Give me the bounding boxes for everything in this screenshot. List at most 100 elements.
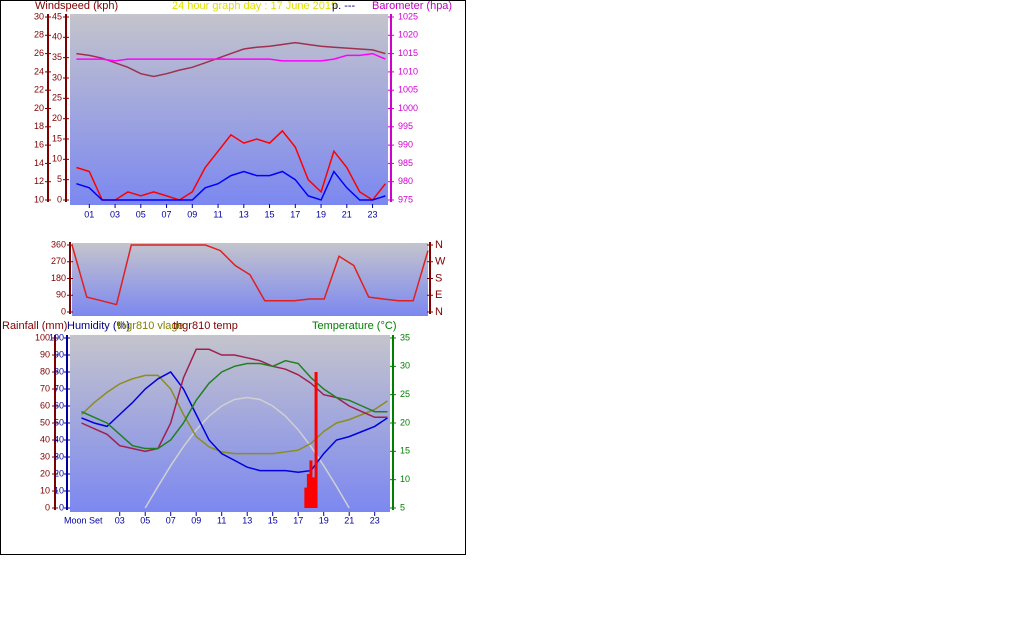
y-tick-label: 24 [34, 66, 44, 76]
series-line [81, 359, 388, 450]
series-line [76, 41, 386, 78]
series-line [71, 244, 429, 306]
y-tick-label: N [435, 306, 443, 318]
y-tick-label: 5 [400, 502, 405, 512]
y-tick-label: E [435, 289, 442, 301]
y-tick-label: 30 [52, 72, 62, 82]
y-tick-label: 80 [54, 366, 64, 376]
bar [312, 477, 316, 508]
x-tick-label: 11 [213, 209, 222, 219]
y-tick-label: 90 [56, 290, 66, 300]
y-tick-label: 18 [34, 121, 44, 131]
x-tick-label: 23 [370, 515, 380, 525]
y-tick-label: 14 [34, 158, 44, 168]
bar [314, 372, 318, 508]
x-tick-label: 05 [140, 515, 150, 525]
y-tick-label: 180 [51, 273, 66, 283]
y-axis-label: Windspeed (kph) [35, 0, 118, 12]
bar [304, 487, 308, 508]
y-tick-label: 45 [52, 11, 62, 21]
bar [309, 460, 313, 508]
y-tick-label: 70 [40, 383, 50, 393]
y-tick-label: 1005 [398, 85, 418, 95]
y-tick-label: 1025 [398, 11, 418, 21]
y-tick-label: 100 [49, 332, 64, 342]
y-tick-label: 1000 [398, 103, 418, 113]
y-tick-label: 10 [52, 154, 62, 164]
y-tick-label: 0 [57, 194, 62, 204]
y-tick-label: 100 [35, 332, 50, 342]
y-tick-label: 70 [54, 383, 64, 393]
x-tick-label: 21 [344, 515, 354, 525]
y-tick-label: 30 [400, 361, 410, 371]
y-tick-label: 0 [59, 502, 64, 512]
x-tick-label: 09 [187, 209, 197, 219]
series-label: thgr810 vlage [117, 320, 184, 332]
y-tick-label: 1020 [398, 30, 418, 40]
x-tick-label: 01 [84, 209, 94, 219]
y-tick-label: 20 [54, 468, 64, 478]
x-tick-label: 21 [342, 209, 352, 219]
plot-area [72, 243, 428, 316]
y-tick-label: 40 [52, 32, 62, 42]
y2-axis-label: Temperature (°C) [312, 320, 396, 332]
y-tick-label: 980 [398, 176, 413, 186]
y-tick-label: 5 [57, 174, 62, 184]
y-tick-label: 0 [45, 502, 50, 512]
y-tick-label: 10 [34, 194, 44, 204]
y-tick-label: 60 [40, 400, 50, 410]
y-tick-label: 25 [400, 389, 410, 399]
x-tick-label: 19 [319, 515, 329, 525]
y-tick-label: 22 [34, 85, 44, 95]
y-tick-label: 10 [400, 474, 410, 484]
y-tick-label: 16 [34, 139, 44, 149]
y-tick-label: 20 [52, 113, 62, 123]
x-tick-label: 03 [115, 515, 125, 525]
y-tick-label: 10 [54, 485, 64, 495]
series-label: thgr810 temp [173, 320, 238, 332]
y-tick-label: 10 [40, 485, 50, 495]
y-tick-label: 20 [40, 468, 50, 478]
series-line [76, 170, 386, 201]
y3-axis-label: Rainfall (mm) [2, 320, 67, 332]
annotation: Moon Set [64, 515, 103, 525]
y-tick-label: 35 [400, 332, 410, 342]
y-tick-label: S [435, 272, 442, 284]
y-tick-label: 0 [61, 306, 66, 316]
y-tick-label: 30 [40, 451, 50, 461]
y-tick-label: 30 [34, 11, 44, 21]
y-tick-label: 1015 [398, 48, 418, 58]
x-tick-label: 07 [162, 209, 172, 219]
y-tick-label: 1010 [398, 66, 418, 76]
bar [306, 474, 310, 508]
x-tick-label: 13 [239, 209, 249, 219]
series-line [80, 374, 388, 455]
y-tick-label: W [435, 256, 446, 268]
x-tick-label: 05 [136, 209, 146, 219]
y-tick-label: 40 [40, 434, 50, 444]
y-tick-label: 90 [40, 349, 50, 359]
chart-title: 24 hour graph day : 17 June 2019 [172, 0, 337, 12]
y-tick-label: 30 [54, 451, 64, 461]
y-tick-label: 985 [398, 158, 413, 168]
x-tick-label: 15 [268, 515, 278, 525]
y-tick-label: 60 [54, 400, 64, 410]
y-tick-label: 15 [400, 446, 410, 456]
y-tick-label: 35 [52, 52, 62, 62]
x-tick-label: 17 [290, 209, 300, 219]
x-tick-label: 15 [265, 209, 275, 219]
x-tick-label: 11 [217, 515, 226, 525]
y-tick-label: 995 [398, 121, 413, 131]
y-tick-label: 28 [34, 30, 44, 40]
y-tick-label: 80 [40, 366, 50, 376]
x-tick-label: 19 [316, 209, 326, 219]
y-tick-label: 50 [54, 417, 64, 427]
x-tick-label: 23 [368, 209, 378, 219]
y-tick-label: 270 [51, 256, 66, 266]
y-tick-label: 20 [34, 103, 44, 113]
y-axis-label: Humidity (%) [67, 320, 130, 332]
x-tick-label: 07 [166, 515, 176, 525]
y-tick-label: 990 [398, 139, 413, 149]
